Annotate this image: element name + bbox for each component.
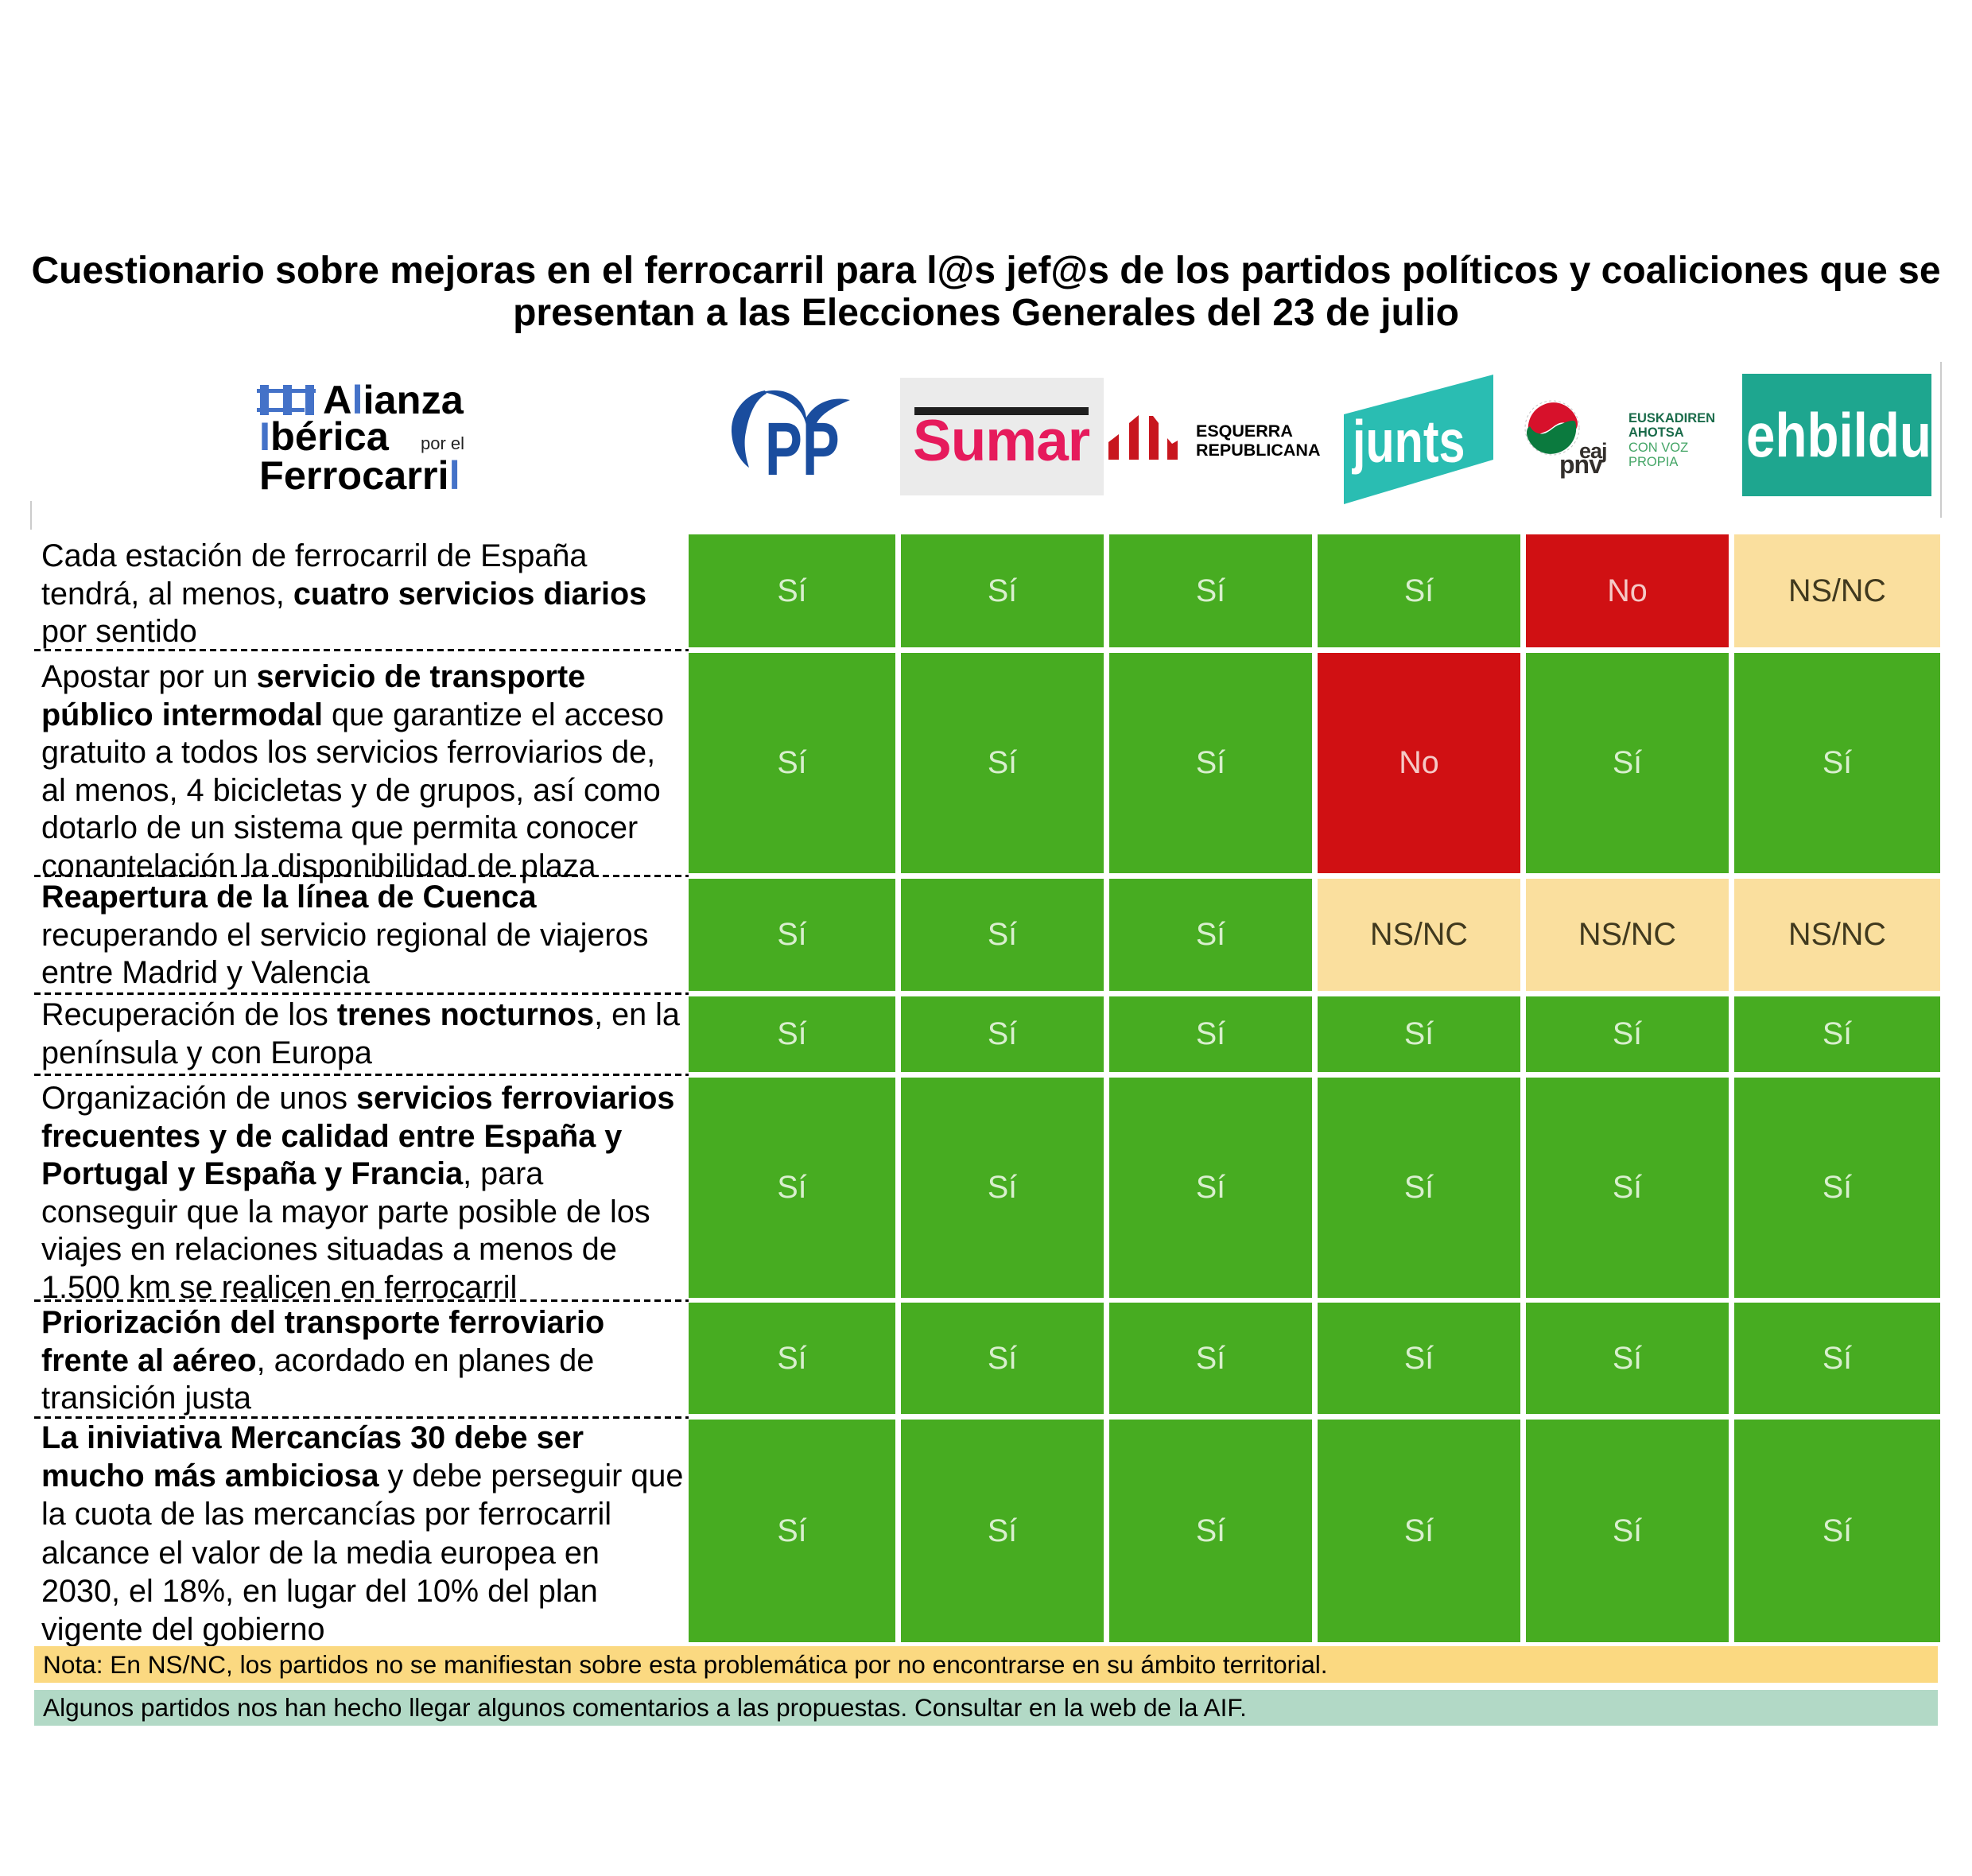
svg-text:PP: PP bbox=[765, 406, 840, 485]
svg-text:junts: junts bbox=[1351, 409, 1465, 475]
